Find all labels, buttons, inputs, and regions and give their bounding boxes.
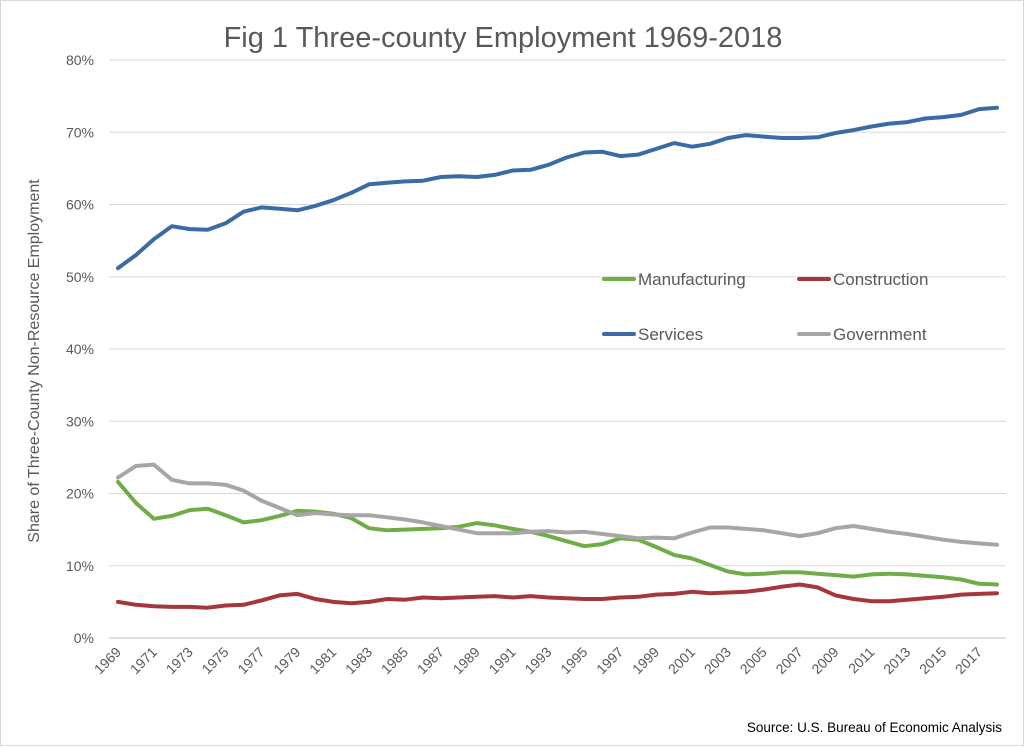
x-tick-label: 1999: [629, 644, 662, 677]
source-note: Source: U.S. Bureau of Economic Analysis: [747, 720, 1002, 735]
x-tick-label: 1985: [378, 644, 411, 677]
x-tick-label: 1969: [91, 644, 124, 677]
series-line-government: [116, 462, 999, 547]
y-tick-label: 20%: [66, 486, 94, 502]
x-tick-label: 2015: [916, 644, 949, 677]
y-axis-label: Share of Three-County Non-Resource Emplo…: [26, 179, 43, 543]
gridlines: [109, 59, 1006, 639]
series-line-manufacturing: [116, 479, 999, 587]
y-tick-label: 40%: [66, 341, 94, 357]
x-tick-label: 2007: [772, 644, 805, 677]
x-tick-label: 1973: [163, 644, 196, 677]
x-tick-label: 2005: [737, 644, 770, 677]
x-tick-label: 1991: [485, 644, 518, 677]
y-tick-label: 80%: [66, 52, 94, 68]
x-tick-label: 1977: [234, 644, 267, 677]
y-tick-label: 60%: [66, 197, 94, 213]
x-tick-label: 1987: [414, 644, 447, 677]
legend-label-construction: Construction: [833, 270, 928, 289]
x-tick-label: 1993: [521, 644, 554, 677]
y-tick-label: 10%: [66, 558, 94, 574]
legend-label-services: Services: [638, 325, 703, 344]
x-tick-label: 1971: [127, 644, 160, 677]
series-lines: [116, 105, 999, 610]
y-tick-label: 30%: [66, 413, 94, 429]
legend: Manufacturing Construction Services Governm…: [602, 270, 928, 344]
x-tick-label: 2011: [845, 644, 878, 677]
y-tick-label: 70%: [66, 124, 94, 140]
chart-title: Fig 1 Three-county Employment 1969-2018: [224, 22, 783, 54]
y-tick-label: 0%: [74, 630, 94, 646]
x-tick-label: 1995: [557, 644, 590, 677]
x-tick-label: 2017: [952, 644, 985, 677]
y-tick-label: 50%: [66, 269, 94, 285]
x-tick-label: 2009: [808, 644, 841, 677]
x-tick-label: 1979: [270, 644, 303, 677]
y-tick-labels: 0% 10% 20% 30% 40% 50% 60% 70% 80%: [66, 52, 94, 646]
series-line-construction: [116, 582, 999, 610]
x-tick-label: 1981: [306, 644, 339, 677]
series-line-services: [116, 105, 999, 271]
legend-label-government: Government: [833, 325, 927, 344]
x-tick-label: 1989: [450, 644, 483, 677]
x-tick-label: 2013: [880, 644, 913, 677]
x-tick-label: 1997: [593, 644, 626, 677]
x-tick-label: 1975: [198, 644, 231, 677]
x-tick-label: 2001: [665, 644, 698, 677]
legend-label-manufacturing: Manufacturing: [638, 270, 746, 289]
x-tick-label: 2003: [701, 644, 734, 677]
x-tick-label: 1983: [342, 644, 375, 677]
x-tick-labels: 1969 1971 1973 1975 1977 1979 1981 1983 1985 1987…: [91, 644, 986, 677]
